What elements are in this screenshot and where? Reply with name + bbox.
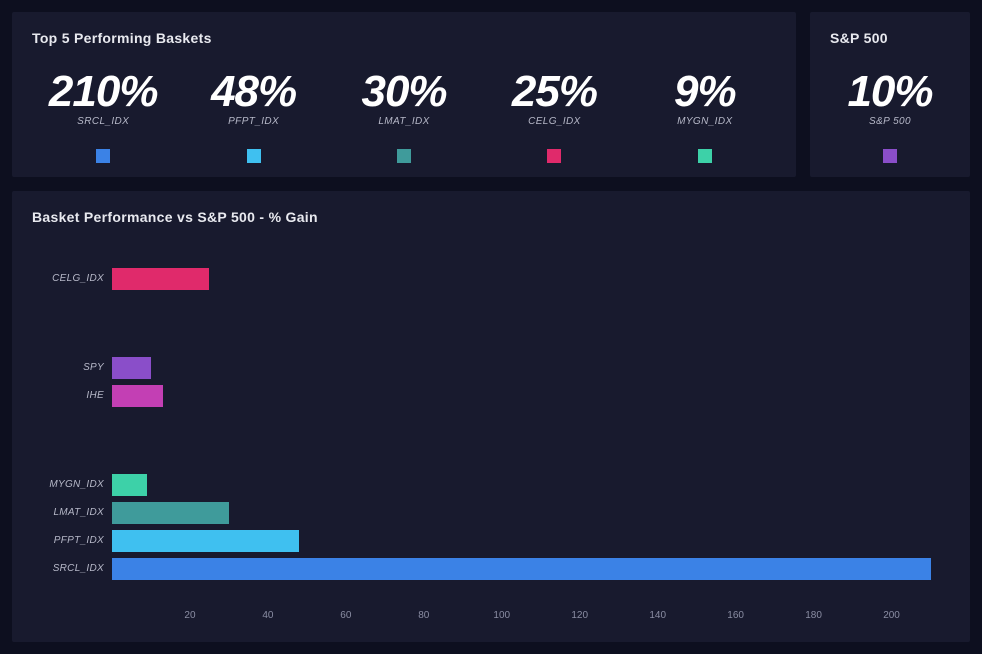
performance-chart-x-tick: 60 (340, 610, 351, 621)
top-baskets-title: Top 5 Performing Baskets (32, 30, 776, 46)
basket-stat-value: 30% (361, 70, 446, 114)
performance-chart-bar (112, 385, 163, 407)
basket-stat-value: 48% (211, 70, 296, 114)
performance-chart-x-ticks: 20 40 60 80 100 120 140 160 180 200 (112, 610, 950, 630)
performance-chart-x-tick: 80 (418, 610, 429, 621)
performance-chart-bar-group: CELG_IDX (32, 268, 950, 290)
performance-chart-body: CELG_IDX SPY IHE MYGN_IDX LMAT_IDX PFPT_IDX SR… (32, 243, 950, 630)
performance-chart-bar-row: MYGN_IDX (32, 474, 950, 496)
basket-stat-value: 9% (674, 70, 736, 114)
basket-stat-swatch (247, 149, 261, 163)
performance-chart-x-tick: 140 (649, 610, 666, 621)
sp500-stat: 10% S&P 500 (830, 70, 950, 163)
basket-stat-swatch (547, 149, 561, 163)
performance-chart-bar-track (112, 474, 950, 496)
performance-chart-x-tick: 120 (571, 610, 588, 621)
basket-stat-label: CELG_IDX (528, 116, 581, 127)
performance-chart-bar-row: SRCL_IDX (32, 558, 950, 580)
performance-chart-title: Basket Performance vs S&P 500 - % Gain (32, 209, 950, 225)
top-row: Top 5 Performing Baskets 210% SRCL_IDX 4… (12, 12, 970, 177)
performance-chart-y-label: PFPT_IDX (32, 535, 112, 546)
performance-chart-bar (112, 357, 151, 379)
dashboard-root: Top 5 Performing Baskets 210% SRCL_IDX 4… (0, 0, 982, 654)
sp500-stats-row: 10% S&P 500 (830, 70, 950, 163)
performance-chart-bar-group: MYGN_IDX LMAT_IDX PFPT_IDX SRCL_IDX (32, 474, 950, 580)
performance-chart-bar-track (112, 502, 950, 524)
basket-stat-swatch (397, 149, 411, 163)
performance-chart-bar-row: SPY (32, 357, 950, 379)
performance-chart-bar-track (112, 357, 950, 379)
performance-chart-panel: Basket Performance vs S&P 500 - % Gain C… (12, 191, 970, 642)
performance-chart-bar-row: PFPT_IDX (32, 530, 950, 552)
sp500-stat-swatch (883, 149, 897, 163)
performance-chart-bar-row: LMAT_IDX (32, 502, 950, 524)
performance-chart-y-label: SRCL_IDX (32, 563, 112, 574)
performance-chart-y-label: IHE (32, 390, 112, 401)
basket-stat: 48% PFPT_IDX (182, 70, 324, 163)
performance-chart-x-tick: 180 (805, 610, 822, 621)
top-baskets-panel: Top 5 Performing Baskets 210% SRCL_IDX 4… (12, 12, 796, 177)
performance-chart-x-tick: 160 (727, 610, 744, 621)
performance-chart-y-label: SPY (32, 362, 112, 373)
basket-stat-value: 25% (512, 70, 597, 114)
performance-chart-bar (112, 268, 209, 290)
performance-chart-bar-track (112, 268, 950, 290)
basket-stat-label: MYGN_IDX (677, 116, 732, 127)
sp500-stat-value: 10% (847, 70, 932, 114)
performance-chart-x-axis: 20 40 60 80 100 120 140 160 180 200 (32, 610, 950, 630)
top-baskets-stats-row: 210% SRCL_IDX 48% PFPT_IDX 30% LMAT_IDX … (32, 70, 776, 163)
basket-stat: 9% MYGN_IDX (634, 70, 776, 163)
sp500-stat-label: S&P 500 (869, 116, 911, 127)
basket-stat-swatch (698, 149, 712, 163)
performance-chart-x-tick: 40 (262, 610, 273, 621)
basket-stat: 210% SRCL_IDX (32, 70, 174, 163)
performance-chart-bar-area: CELG_IDX SPY IHE MYGN_IDX LMAT_IDX PFPT_IDX SR… (32, 243, 950, 604)
performance-chart-y-label: CELG_IDX (32, 273, 112, 284)
performance-chart-bar-track (112, 558, 950, 580)
basket-stat-label: LMAT_IDX (378, 116, 429, 127)
performance-chart-bar-row: IHE (32, 385, 950, 407)
performance-chart-bar-track (112, 530, 950, 552)
basket-stat: 25% CELG_IDX (483, 70, 625, 163)
sp500-panel: S&P 500 10% S&P 500 (810, 12, 970, 177)
basket-stat-label: PFPT_IDX (228, 116, 279, 127)
basket-stat-label: SRCL_IDX (77, 116, 129, 127)
performance-chart-x-tick: 200 (883, 610, 900, 621)
performance-chart-bar-track (112, 385, 950, 407)
performance-chart-bar-groups: CELG_IDX SPY IHE MYGN_IDX LMAT_IDX PFPT_IDX SR… (32, 243, 950, 604)
performance-chart-bar (112, 530, 299, 552)
performance-chart-y-label: LMAT_IDX (32, 507, 112, 518)
basket-stat: 30% LMAT_IDX (333, 70, 475, 163)
performance-chart-y-label: MYGN_IDX (32, 479, 112, 490)
basket-stat-swatch (96, 149, 110, 163)
performance-chart-bar (112, 558, 931, 580)
performance-chart-x-tick: 20 (184, 610, 195, 621)
performance-chart-x-tick: 100 (493, 610, 510, 621)
performance-chart-bar-group: SPY IHE (32, 357, 950, 407)
sp500-title: S&P 500 (830, 30, 950, 46)
performance-chart-bar-row: CELG_IDX (32, 268, 950, 290)
x-axis-spacer (32, 610, 112, 630)
performance-chart-bar (112, 502, 229, 524)
performance-chart-bar (112, 474, 147, 496)
basket-stat-value: 210% (49, 70, 158, 114)
